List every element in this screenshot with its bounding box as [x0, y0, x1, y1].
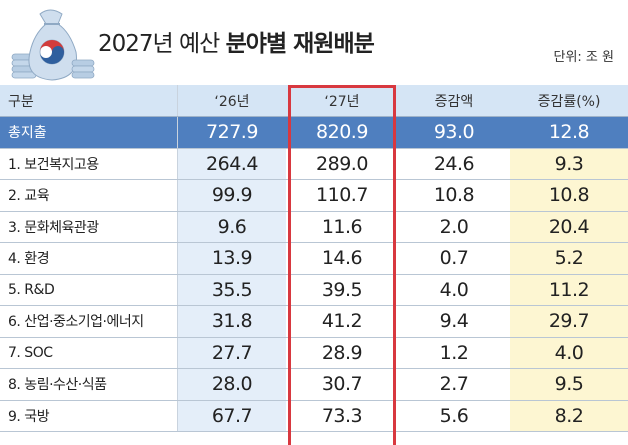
- title-bold: 분야별 재원배분: [225, 31, 375, 57]
- row-2027-value: 41.2: [286, 306, 399, 337]
- column-header-rate: 증감률(%): [510, 85, 628, 116]
- row-rate-value: 10.8: [510, 180, 628, 211]
- row-change-value: 24.6: [398, 148, 511, 179]
- table-row: 9. 국방 67.7 73.3 5.6 8.2: [0, 400, 628, 432]
- row-2027-value: 110.7: [286, 180, 399, 211]
- row-label: 5. R&D: [0, 274, 178, 305]
- title-plain: 2027년 예산: [98, 31, 220, 57]
- total-row: 총지출 727.9 820.9 93.0 12.8: [0, 117, 628, 149]
- row-label: 4. 환경: [0, 243, 178, 274]
- table-row: 6. 산업·중소기업·에너지 31.8 41.2 9.4 29.7: [0, 306, 628, 338]
- row-2026-value: 264.4: [178, 148, 287, 179]
- row-rate-value: 11.2: [510, 274, 628, 305]
- row-2026-value: 99.9: [178, 180, 287, 211]
- row-2027-value: 14.6: [286, 243, 399, 274]
- row-change-value: 2.0: [398, 211, 511, 242]
- row-2026-value: 13.9: [178, 243, 287, 274]
- column-header-2026: ‘26년: [178, 85, 287, 116]
- table-row: 2. 교육 99.9 110.7 10.8 10.8: [0, 180, 628, 212]
- row-rate-value: 4.0: [510, 337, 628, 368]
- row-change-value: 5.6: [398, 400, 511, 431]
- row-2026-value: 27.7: [178, 337, 287, 368]
- total-2027: 820.9: [286, 117, 399, 148]
- table-row: 5. R&D 35.5 39.5 4.0 11.2: [0, 274, 628, 306]
- money-bag-icon: [11, 9, 95, 81]
- column-header-2027: ‘27년: [286, 85, 399, 116]
- row-2026-value: 67.7: [178, 400, 287, 431]
- row-change-value: 4.0: [398, 274, 511, 305]
- unit-label: 단위: 조 원: [553, 50, 615, 65]
- total-2026: 727.9: [178, 117, 287, 148]
- column-header-change: 증감액: [398, 85, 511, 116]
- row-change-value: 9.4: [398, 306, 511, 337]
- row-2027-value: 11.6: [286, 211, 399, 242]
- row-change-value: 1.2: [398, 337, 511, 368]
- table-row: 3. 문화체육관광 9.6 11.6 2.0 20.4: [0, 211, 628, 243]
- row-rate-value: 9.3: [510, 148, 628, 179]
- row-change-value: 0.7: [398, 243, 511, 274]
- row-label: 1. 보건복지고용: [0, 148, 178, 179]
- row-rate-value: 8.2: [510, 400, 628, 431]
- row-2026-value: 9.6: [178, 211, 287, 242]
- row-label: 3. 문화체육관광: [0, 211, 178, 242]
- table-row: 8. 농림·수산·식품 28.0 30.7 2.7 9.5: [0, 369, 628, 401]
- row-rate-value: 9.5: [510, 369, 628, 400]
- row-label: 8. 농림·수산·식품: [0, 369, 178, 400]
- row-2026-value: 31.8: [178, 306, 287, 337]
- row-change-value: 10.8: [398, 180, 511, 211]
- total-label: 총지출: [0, 117, 178, 148]
- total-change: 93.0: [398, 117, 511, 148]
- row-rate-value: 5.2: [510, 243, 628, 274]
- row-2027-value: 73.3: [286, 400, 399, 431]
- table-row: 1. 보건복지고용 264.4 289.0 24.6 9.3: [0, 148, 628, 180]
- row-change-value: 2.7: [398, 369, 511, 400]
- row-label: 2. 교육: [0, 180, 178, 211]
- page-title: 2027년 예산 분야별 재원배분: [98, 24, 375, 58]
- budget-table: 구분 ‘26년 ‘27년 증감액 증감률(%) 총지출 727.9 820.9 …: [0, 85, 628, 432]
- row-2027-value: 39.5: [286, 274, 399, 305]
- row-2027-value: 289.0: [286, 148, 399, 179]
- column-header-category: 구분: [0, 85, 178, 116]
- row-2027-value: 30.7: [286, 369, 399, 400]
- row-label: 7. SOC: [0, 337, 178, 368]
- row-rate-value: 29.7: [510, 306, 628, 337]
- row-rate-value: 20.4: [510, 211, 628, 242]
- header: 2027년 예산 분야별 재원배분 단위: 조 원: [0, 0, 628, 84]
- row-2027-value: 28.9: [286, 337, 399, 368]
- row-label: 9. 국방: [0, 400, 178, 431]
- table-row: 4. 환경 13.9 14.6 0.7 5.2: [0, 243, 628, 275]
- row-label: 6. 산업·중소기업·에너지: [0, 306, 178, 337]
- table-row: 7. SOC 27.7 28.9 1.2 4.0: [0, 337, 628, 369]
- total-rate: 12.8: [510, 117, 628, 148]
- row-2026-value: 28.0: [178, 369, 287, 400]
- table-header-row: 구분 ‘26년 ‘27년 증감액 증감률(%): [0, 85, 628, 117]
- row-2026-value: 35.5: [178, 274, 287, 305]
- table-body: 1. 보건복지고용 264.4 289.0 24.6 9.3 2. 교육 99.9 110.7…: [0, 148, 628, 432]
